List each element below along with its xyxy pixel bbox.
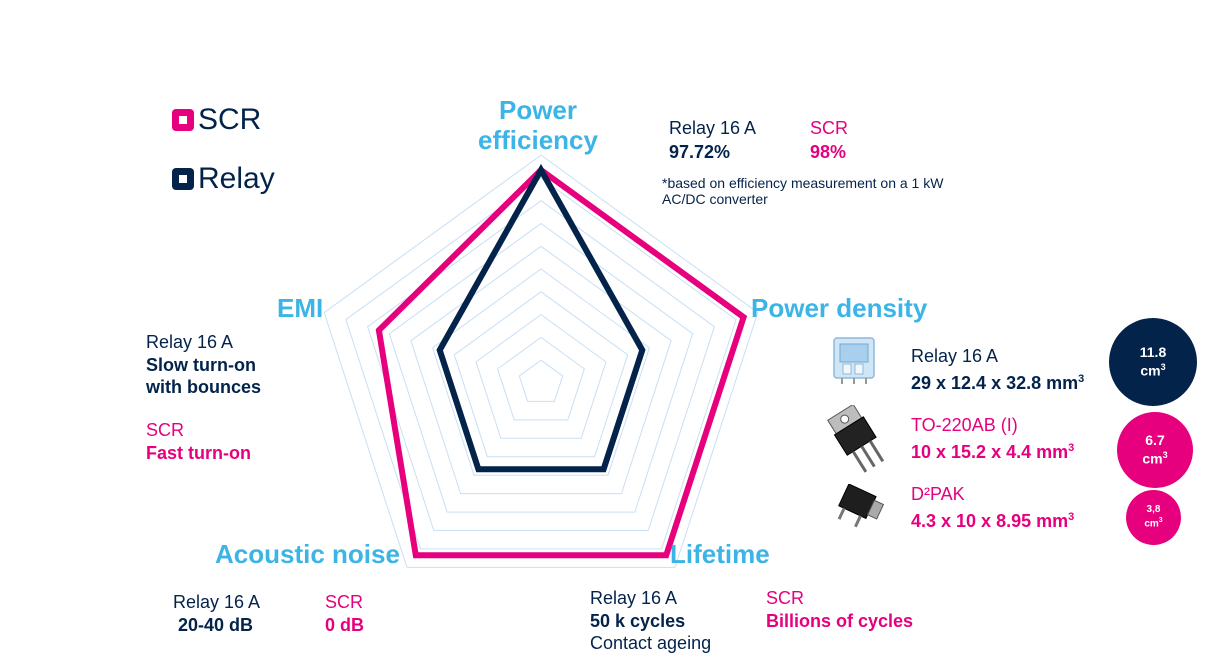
axis-label-lifetime: Lifetime [670, 539, 770, 569]
noise-scr-label: SCR [325, 592, 364, 612]
volume-relay-unit-sup: 3 [1160, 361, 1166, 372]
volume-relay-unit: cm [1140, 362, 1161, 379]
efficiency-relay-value: 97.72% [669, 142, 731, 162]
axis-label-power-density: Power density [751, 293, 928, 323]
radar-grid-ring [367, 200, 715, 531]
radar-grid-ring [323, 154, 759, 568]
density-to220-dims: 10 x 15.2 x 4.4 mm3 [911, 437, 1074, 463]
radar-grid [323, 154, 759, 568]
volume-bubble-relay: 11.8 cm3 [1109, 318, 1197, 406]
to220-package-icon [826, 403, 888, 473]
density-to220-dims-sup: 3 [1068, 442, 1075, 454]
density-to220-name: TO-220AB (I) [911, 415, 1018, 435]
axis-label-power-efficiency: Power efficiency [476, 95, 600, 155]
radar-grid-ring [345, 177, 737, 550]
radar-grid-ring [410, 245, 672, 495]
lifetime-relay-note: Contact ageing [590, 633, 712, 653]
density-d2pak-dims-text: 4.3 x 10 x 8.95 mm [911, 511, 1069, 531]
density-relay-dims-sup: 3 [1078, 373, 1085, 385]
volume-relay-value: 11.8 [1139, 344, 1167, 361]
legend-label-relay: Relay [198, 162, 275, 195]
volume-bubble-to220: 6.7 cm3 [1117, 412, 1193, 488]
scr-legend-marker [172, 109, 194, 131]
legend-label-scr: SCR [198, 103, 262, 136]
emi-scr-value: Fast turn-on [146, 443, 251, 463]
relay-legend-marker [172, 168, 194, 190]
efficiency-scr-label: SCR [810, 118, 849, 138]
emi-relay-value-line2: with bounces [146, 377, 262, 397]
noise-relay-value: 20-40 dB [178, 615, 254, 635]
volume-d2pak-value: 3,8 [1146, 504, 1161, 516]
efficiency-scr-value: 98% [810, 142, 847, 162]
lifetime-relay-label: Relay 16 A [590, 588, 678, 608]
noise-relay-label: Relay 16 A [173, 592, 261, 612]
radar-grid-ring [475, 313, 607, 439]
radar-grid-ring [497, 336, 585, 421]
density-d2pak-dims-sup: 3 [1068, 511, 1075, 523]
density-relay-name: Relay 16 A [911, 346, 999, 366]
volume-to220-value: 6.7 [1145, 432, 1165, 449]
axis-label-acoustic-noise: Acoustic noise [215, 539, 400, 569]
radar-series-scr [375, 166, 748, 559]
axis-label-power-efficiency-line2: efficiency [478, 125, 598, 155]
relay-component-icon [828, 334, 880, 386]
volume-bubble-d2pak: 3,8 cm3 [1126, 490, 1181, 545]
emi-scr-label: SCR [146, 420, 185, 440]
volume-to220-unit-sup: 3 [1162, 449, 1168, 460]
radar-grid-ring [388, 222, 694, 513]
density-d2pak-name: D²PAK [911, 484, 965, 504]
density-to220-dims-text: 10 x 15.2 x 4.4 mm [911, 442, 1069, 462]
radar-grid-ring [518, 359, 564, 402]
radar-grid-ring [453, 291, 629, 458]
volume-d2pak-unit-sup: 3 [1158, 516, 1163, 524]
emi-relay-label: Relay 16 A [146, 332, 234, 352]
efficiency-relay-label: Relay 16 A [669, 118, 757, 138]
axis-label-emi: EMI [277, 293, 324, 323]
density-relay-dims: 29 x 12.4 x 32.8 mm3 [911, 368, 1084, 394]
noise-scr-value: 0 dB [325, 615, 365, 635]
legend-item-scr: SCR [172, 103, 261, 137]
lifetime-relay-value: 50 k cycles [590, 611, 686, 631]
efficiency-footnote-line2: AC/DC converter [662, 191, 768, 207]
d2pak-package-icon [830, 483, 886, 530]
density-relay-dims-text: 29 x 12.4 x 32.8 mm [911, 373, 1079, 393]
efficiency-footnote-line1: *based on efficiency measurement on a 1 … [662, 175, 944, 191]
axis-label-power-efficiency-line1: Power [498, 95, 578, 125]
legend-item-relay: Relay [172, 162, 275, 196]
lifetime-scr-value: Billions of cycles [766, 611, 914, 631]
radar-series-relay [436, 163, 646, 473]
emi-relay-value-line1: Slow turn-on [146, 355, 256, 375]
volume-d2pak-unit: cm [1144, 518, 1159, 530]
volume-to220-unit: cm [1142, 450, 1163, 467]
density-d2pak-dims: 4.3 x 10 x 8.95 mm3 [911, 506, 1074, 532]
lifetime-scr-label: SCR [766, 588, 805, 608]
